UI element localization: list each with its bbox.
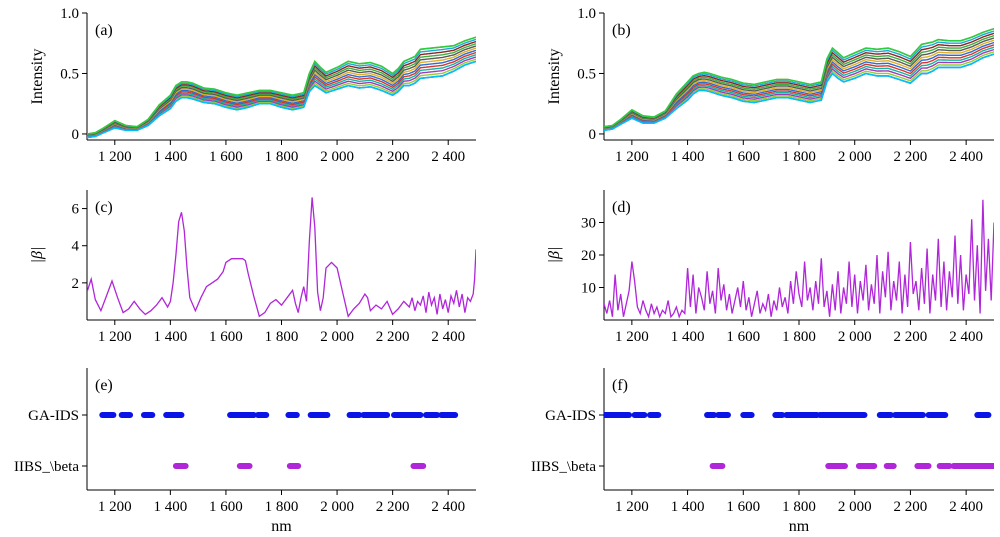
y-tick-label: 0 xyxy=(589,127,597,143)
x-tick-label: 1 200 xyxy=(615,499,649,515)
panel-label: (c) xyxy=(95,199,113,216)
y-tick-label: 0.5 xyxy=(60,66,79,82)
x-tick-label: 1 600 xyxy=(726,499,760,515)
beta-line xyxy=(87,197,476,318)
x-tick-label: 1 200 xyxy=(98,329,132,345)
panel-f: 1 200 1 400 1 600 1 800 2 000 2 200 2 400 nm (f)… xyxy=(531,368,994,535)
plot-area xyxy=(604,412,994,469)
y-tick-label: 4 xyxy=(72,239,80,255)
spectrum-upper-line xyxy=(604,27,994,128)
y-tick-label: 20 xyxy=(581,248,596,264)
y-tick-label: 2 xyxy=(72,276,80,292)
x-tick-label: 1 800 xyxy=(782,149,816,165)
x-tick-label: 2 200 xyxy=(376,499,410,515)
panel-c: 1 200 1 400 1 600 1 800 2 000 2 200 2 400 2 4 6 |β… xyxy=(29,190,476,345)
x-tick-label: 1 400 xyxy=(671,499,705,515)
x-tick-label: 1 400 xyxy=(671,149,705,165)
y-tick-label: 0 xyxy=(72,127,80,143)
plot-area xyxy=(87,197,476,318)
plot-area xyxy=(99,412,459,469)
panel-b: 1 200 1 400 1 600 1 800 2 000 2 200 2 400 0 0.5 1… xyxy=(546,6,994,165)
y-category-label: IIBS_\beta xyxy=(531,459,596,475)
y-axis-label: |β| xyxy=(546,247,563,264)
x-tick-label: 1 200 xyxy=(98,499,132,515)
x-tick-label: 2 200 xyxy=(894,149,928,165)
x-tick-label: 1 400 xyxy=(671,329,705,345)
spectrum-lower-line xyxy=(604,53,994,132)
spectrum-lower-line xyxy=(87,60,476,139)
y-category-label: GA-IDS xyxy=(545,408,596,424)
panel-label: (e) xyxy=(95,377,113,394)
x-tick-label: 1 600 xyxy=(726,329,760,345)
x-axis-label: nm xyxy=(271,518,292,535)
y-tick-label: 10 xyxy=(581,281,596,297)
x-tick-label: 2 400 xyxy=(949,149,983,165)
x-axis-label: nm xyxy=(789,518,810,535)
x-tick-label: 2 000 xyxy=(320,149,354,165)
y-tick-label: 1.0 xyxy=(60,6,79,22)
x-tick-label: 1 200 xyxy=(98,149,132,165)
x-tick-label: 1 200 xyxy=(615,149,649,165)
x-tick-label: 1 800 xyxy=(265,149,299,165)
x-tick-label: 1 400 xyxy=(153,149,187,165)
x-tick-label: 2 000 xyxy=(320,499,354,515)
panel-a: 1 200 1 400 1 600 1 800 2 000 2 200 2 400 0 0.5 1… xyxy=(29,6,476,165)
x-tick-label: 2 400 xyxy=(949,499,983,515)
panel-e: 1 200 1 400 1 600 1 800 2 000 2 200 2 400 nm (e)… xyxy=(14,368,476,535)
y-axis-label: Intensity xyxy=(546,49,563,105)
plot-area xyxy=(604,199,994,319)
panel-label: (b) xyxy=(612,22,631,39)
y-tick-label: 6 xyxy=(72,202,80,218)
x-tick-label: 2 400 xyxy=(431,149,465,165)
plot-area xyxy=(604,27,994,132)
x-tick-label: 1 800 xyxy=(782,499,816,515)
y-axis-label: |β| xyxy=(29,247,46,264)
y-axis-label: Intensity xyxy=(29,49,46,105)
y-tick-label: 0.5 xyxy=(577,66,596,82)
x-tick-label: 2 200 xyxy=(376,329,410,345)
beta-line xyxy=(604,199,994,319)
x-tick-label: 2 000 xyxy=(838,149,872,165)
x-tick-label: 1 800 xyxy=(782,329,816,345)
panel-d: 1 200 1 400 1 600 1 800 2 000 2 200 2 400 10 20 3… xyxy=(546,190,994,345)
x-tick-label: 2 400 xyxy=(431,329,465,345)
y-tick-label: 30 xyxy=(581,216,596,232)
panel-label: (a) xyxy=(95,22,113,39)
x-tick-label: 1 400 xyxy=(153,499,187,515)
spectrum-upper-line xyxy=(87,36,476,135)
x-tick-label: 2 000 xyxy=(320,329,354,345)
x-tick-label: 1 600 xyxy=(209,329,243,345)
x-tick-label: 1 200 xyxy=(615,329,649,345)
x-tick-label: 2 000 xyxy=(838,329,872,345)
plot-area xyxy=(87,36,476,139)
x-tick-label: 1 800 xyxy=(265,499,299,515)
y-tick-label: 1.0 xyxy=(577,6,596,22)
y-category-label: IIBS_\beta xyxy=(14,459,79,475)
x-tick-label: 1 600 xyxy=(209,149,243,165)
x-tick-label: 1 800 xyxy=(265,329,299,345)
x-tick-label: 2 200 xyxy=(376,149,410,165)
panel-label: (f) xyxy=(612,377,628,394)
x-tick-label: 1 400 xyxy=(153,329,187,345)
x-tick-label: 2 400 xyxy=(949,329,983,345)
panel-label: (d) xyxy=(612,199,631,216)
x-tick-label: 2 000 xyxy=(838,499,872,515)
x-tick-label: 2 400 xyxy=(431,499,465,515)
x-tick-label: 2 200 xyxy=(894,499,928,515)
x-tick-label: 1 600 xyxy=(209,499,243,515)
x-tick-label: 2 200 xyxy=(894,329,928,345)
y-category-label: GA-IDS xyxy=(28,408,79,424)
x-tick-label: 1 600 xyxy=(726,149,760,165)
